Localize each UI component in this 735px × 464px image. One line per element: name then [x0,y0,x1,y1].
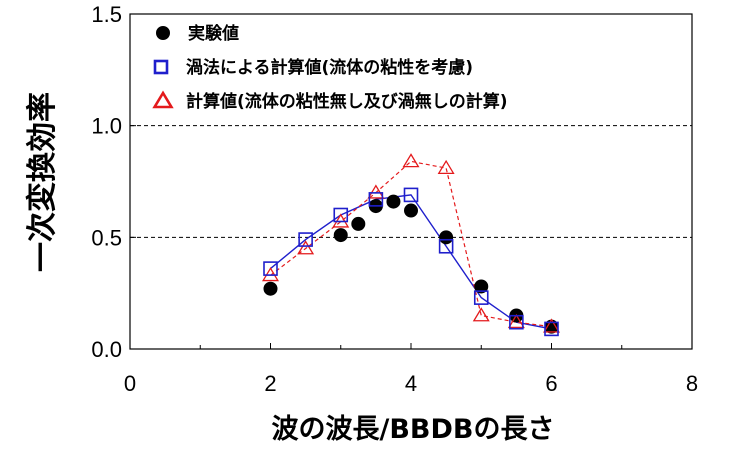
series-2-point [297,240,315,255]
y-tick-label: 1.5 [91,2,122,27]
plot-area [129,13,693,350]
series-2-point [507,313,525,329]
legend-marker-2 [152,90,174,109]
x-tick-label: 8 [686,371,698,396]
series-1-point [333,207,349,223]
series-2-point [402,153,420,168]
series-1-point [509,314,524,330]
series-layer [262,153,560,337]
series-2-point [543,318,560,333]
tick-layer: 0.0 0.5 1.0 1.5 0 2 4 6 8 [91,2,698,396]
plot-frame [129,13,693,350]
y-tick-label: 0.5 [91,225,122,250]
series-2-point [367,184,385,199]
grid-layer [130,125,692,238]
legend-label-1: 渦法による計算値(流体の粘性を考慮) [186,57,473,78]
series-0-point [404,203,418,218]
x-axis-title: 波の波長/BBDBの長さ [271,414,554,445]
series-0-point [351,216,366,231]
series-0-point [333,228,348,243]
x-tick-label: 6 [545,371,557,396]
y-tick-label: 0.0 [91,337,122,362]
series-0-point [263,281,278,296]
series-1-point [298,232,313,247]
x-tick-label: 2 [264,371,276,396]
legend-label-2: 計算値(流体の粘性無し及び渦無しの計算) [186,91,508,112]
series-2-point [437,159,455,175]
series-2-point [472,307,490,322]
series-0-point [439,230,454,245]
x-tick-label: 0 [124,371,136,396]
legend-marker-1 [153,59,169,75]
y-axis-title: 一次変換効率 [25,92,60,272]
series-0-point [474,279,489,294]
series-1-point [438,238,454,254]
series-1-point [473,290,489,305]
series-1-point [403,187,419,203]
x-tick-label: 4 [405,371,417,396]
y-tick-label: 1.0 [91,114,122,139]
legend-marker-0 [156,26,170,40]
series-1-point [544,321,559,337]
legend-label-0: 実験値 [188,23,239,44]
series-0-point [386,194,401,209]
series-1-point [368,192,384,207]
series-line-2 [270,160,552,328]
series-line-1 [270,194,552,330]
series-1-point [263,261,278,276]
